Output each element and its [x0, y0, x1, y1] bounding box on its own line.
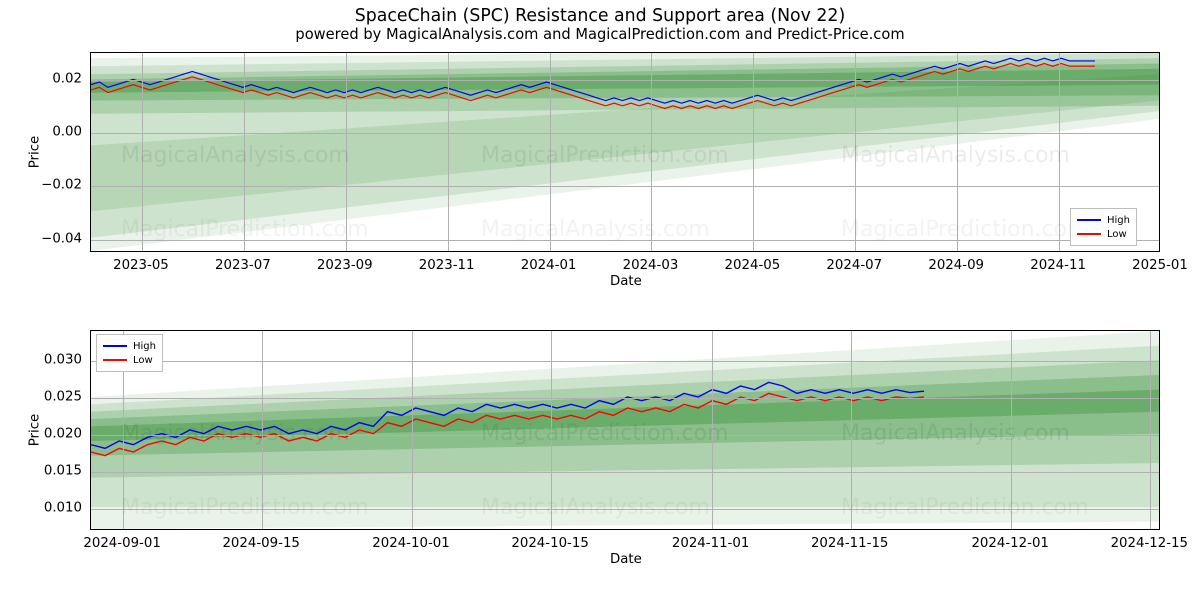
- top-xlabel: Date: [610, 274, 642, 289]
- xtick-label: 2025-01: [1132, 258, 1188, 273]
- ytick-label: −0.02: [32, 178, 82, 193]
- legend-label: High: [133, 341, 156, 352]
- xtick-label: 2024-09: [928, 258, 984, 273]
- legend-label: High: [1107, 215, 1130, 226]
- legend-label: Low: [1107, 229, 1127, 240]
- bottom-legend: High Low: [96, 334, 163, 372]
- ytick-label: 0.030: [32, 352, 82, 367]
- ytick-label: 0.015: [32, 463, 82, 478]
- top-legend: High Low: [1070, 208, 1137, 246]
- legend-swatch: [103, 359, 127, 361]
- ytick-label: 0.025: [32, 389, 82, 404]
- xtick-label: 2024-09-01: [83, 536, 160, 551]
- legend-swatch: [103, 345, 127, 347]
- xtick-label: 2024-12-01: [971, 536, 1048, 551]
- xtick-label: 2024-01: [521, 258, 577, 273]
- xtick-label: 2023-11: [419, 258, 475, 273]
- top-chart: MagicalAnalysis.comMagicalPrediction.com…: [90, 52, 1160, 252]
- xtick-label: 2023-05: [113, 258, 169, 273]
- xtick-label: 2024-09-15: [222, 536, 299, 551]
- xtick-label: 2024-10-15: [511, 536, 588, 551]
- xtick-label: 2024-07: [826, 258, 882, 273]
- xtick-label: 2024-12-15: [1111, 536, 1188, 551]
- legend-row: High: [1077, 213, 1130, 227]
- bottom-xlabel: Date: [610, 552, 642, 567]
- legend-row: High: [103, 339, 156, 353]
- figure: SpaceChain (SPC) Resistance and Support …: [0, 0, 1200, 600]
- xtick-label: 2023-09: [317, 258, 373, 273]
- legend-row: Low: [1077, 227, 1130, 241]
- ytick-label: 0.010: [32, 500, 82, 515]
- xtick-label: 2024-05: [725, 258, 781, 273]
- bottom-ylabel: Price: [28, 414, 43, 447]
- xtick-label: 2024-03: [623, 258, 679, 273]
- xtick-label: 2024-10-01: [372, 536, 449, 551]
- xtick-label: 2024-11: [1030, 258, 1086, 273]
- legend-row: Low: [103, 353, 156, 367]
- legend-swatch: [1077, 233, 1101, 235]
- xtick-label: 2023-07: [215, 258, 271, 273]
- main-title: SpaceChain (SPC) Resistance and Support …: [0, 6, 1200, 26]
- bottom-chart: MagicalAnalysis.comMagicalPrediction.com…: [90, 330, 1160, 530]
- legend-swatch: [1077, 219, 1101, 221]
- xtick-label: 2024-11-15: [811, 536, 888, 551]
- top-ylabel: Price: [28, 136, 43, 169]
- xtick-label: 2024-11-01: [672, 536, 749, 551]
- legend-label: Low: [133, 355, 153, 366]
- ytick-label: 0.02: [32, 71, 82, 86]
- sub-title: powered by MagicalAnalysis.com and Magic…: [0, 26, 1200, 43]
- ytick-label: −0.04: [32, 231, 82, 246]
